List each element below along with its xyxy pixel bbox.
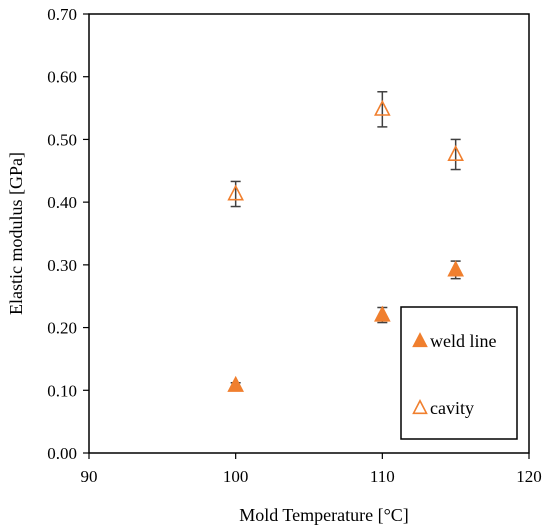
weld-line-point — [374, 305, 391, 322]
axes-layer: 0.00 0.10 0.20 0.30 0.40 0.50 0.60 0.70 90 100 110… — [6, 5, 542, 525]
y-axis-title: Elastic modulus [GPa] — [6, 152, 26, 315]
points-layer — [227, 99, 464, 392]
y-tick-label: 0.60 — [47, 68, 77, 87]
legend-label-weld-line: weld line — [430, 331, 496, 351]
cavity-point — [374, 99, 391, 116]
legend: weld line cavity — [400, 306, 518, 440]
y-tick-label: 0.00 — [47, 444, 77, 463]
x-tick-label: 120 — [516, 467, 542, 486]
weld-line-point — [227, 375, 244, 392]
weld-line-point — [447, 260, 464, 277]
x-axis-title: Mold Temperature [°C] — [239, 505, 409, 525]
legend-marker-cavity — [412, 399, 428, 415]
plot-frame — [88, 13, 530, 454]
x-tick-label: 90 — [81, 467, 98, 486]
x-tick-label: 100 — [223, 467, 249, 486]
x-tick-label: 110 — [370, 467, 395, 486]
y-tick-label: 0.20 — [47, 319, 77, 338]
y-tick-label: 0.30 — [47, 256, 77, 275]
cavity-point — [447, 144, 464, 161]
cavity-point — [227, 184, 244, 201]
y-tick-label: 0.40 — [47, 193, 77, 212]
y-tick-label: 0.50 — [47, 130, 77, 149]
legend-marker-weld-line — [412, 332, 428, 348]
legend-label-cavity: cavity — [430, 398, 474, 418]
y-tick-label: 0.70 — [47, 5, 77, 24]
legend-box — [400, 306, 518, 440]
y-tick-label: 0.10 — [47, 381, 77, 400]
